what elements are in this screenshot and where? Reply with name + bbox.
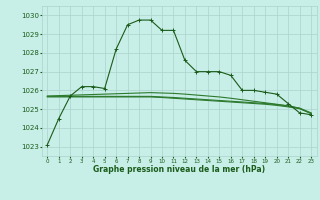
X-axis label: Graphe pression niveau de la mer (hPa): Graphe pression niveau de la mer (hPa): [93, 165, 265, 174]
